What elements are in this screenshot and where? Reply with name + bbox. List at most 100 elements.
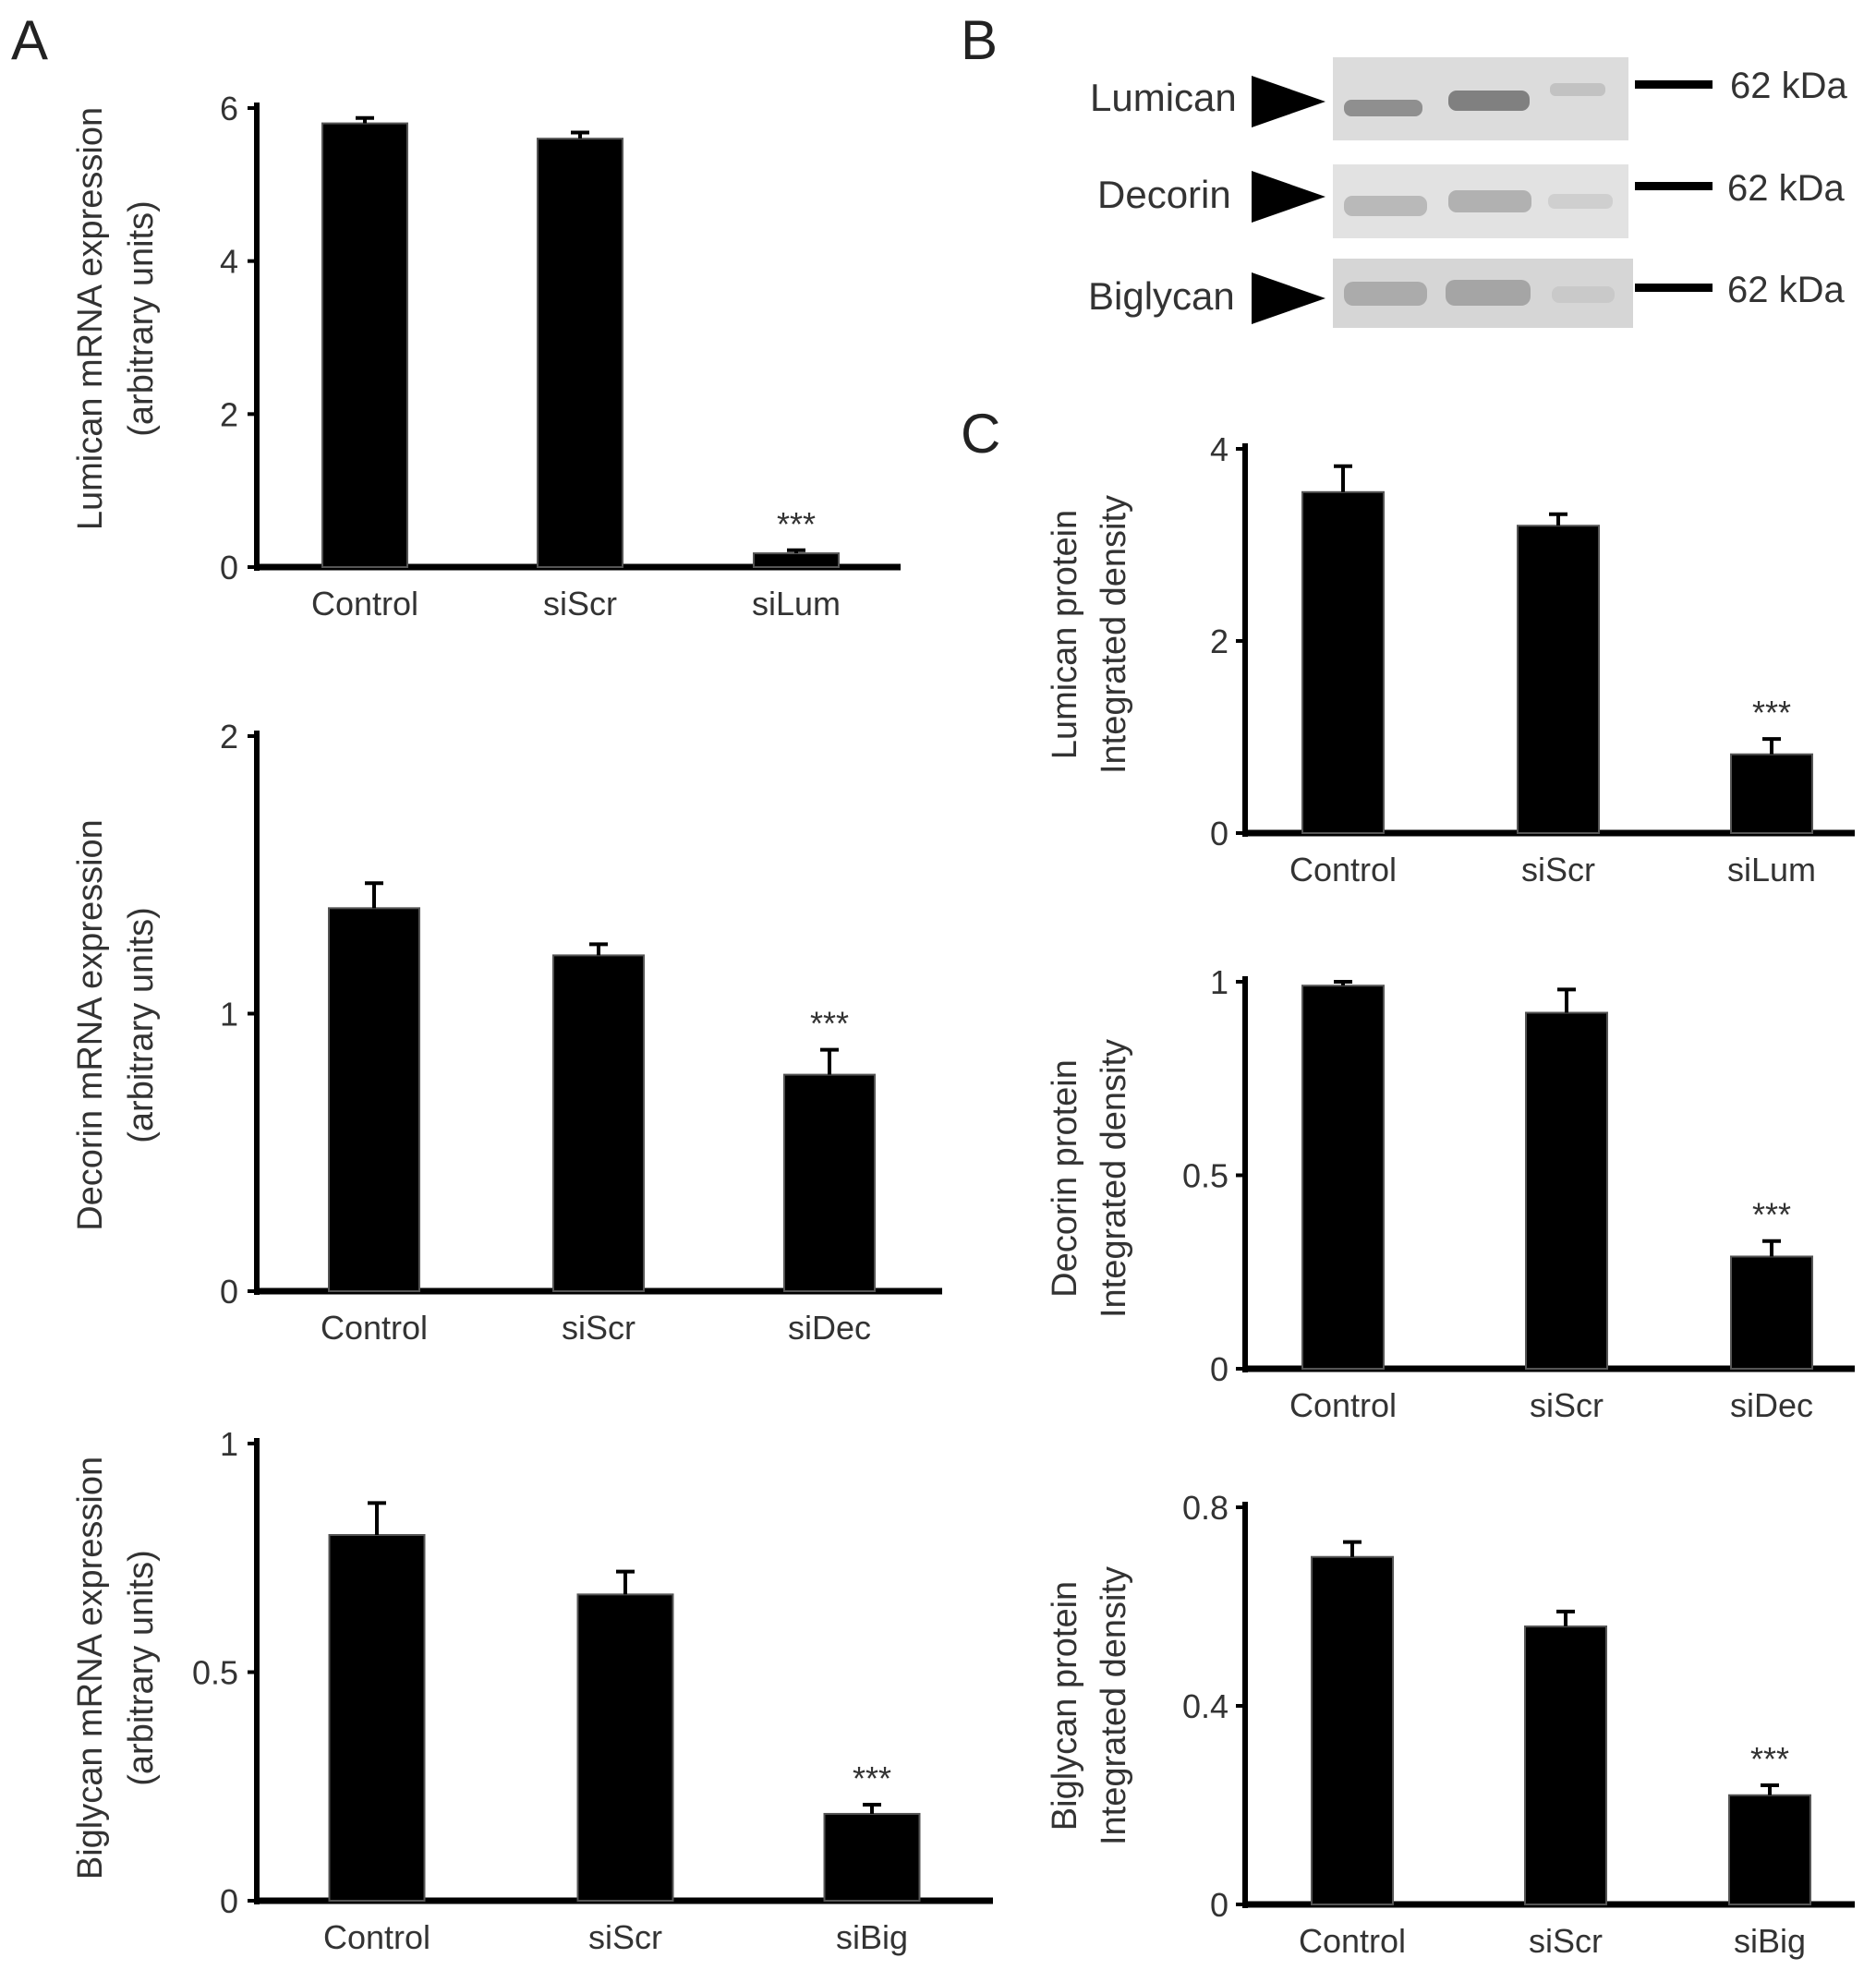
y-tick-label: 6 [220,90,238,127]
y-axis-label: (arbitrary units) [122,907,161,1143]
y-tick-label: 1 [220,1425,238,1463]
significance-marker: *** [810,1005,849,1043]
significance-marker: *** [1752,694,1791,731]
category-label: siDec [788,1309,871,1347]
bar [321,122,408,568]
y-tick-label: 2 [220,718,238,755]
marker-line [1635,284,1713,292]
bar [552,954,645,1293]
blot-band [1344,100,1422,116]
bar [328,1534,426,1902]
chart-biglycan-mrna: 0 0.5 1 Control siScr siBig *** Biglycan mRNA e… [71,1425,993,1956]
bar [1728,1794,1811,1905]
chart-lumican-mrna: 0 2 4 6 Control siScr siLum *** Lumican mRNA exp… [71,90,901,622]
bar [537,138,623,568]
bar [1301,490,1385,834]
blot-band [1552,286,1615,303]
blot-row-biglycan: Biglycan 62 kDa [1088,259,1845,328]
chart-decorin-protein: 0 0.5 1 Control siScr siDec *** Decorin protein… [1046,963,1855,1424]
bar [1517,525,1600,834]
y-tick-label: 1 [220,996,238,1033]
blot-band [1448,91,1530,111]
marker-label: 62 kDa [1727,270,1845,310]
category-label: Control [323,1918,430,1956]
bar [783,1073,876,1292]
blot-label-biglycan: Biglycan [1088,274,1235,318]
panel-letter-b: B [961,9,998,71]
y-tick-label: 0.4 [1182,1687,1228,1725]
significance-marker: *** [853,1759,891,1797]
bar [1730,753,1813,834]
marker-label: 62 kDa [1727,168,1845,209]
bar [753,552,840,569]
y-axis-label: Biglycan mRNA expression [71,1456,110,1879]
y-axis-label: Decorin protein [1046,1059,1084,1298]
bar [1524,1626,1607,1905]
category-label: siScr [562,1309,635,1347]
y-axis-label: Integrated density [1095,495,1133,774]
bar [328,907,420,1292]
significance-marker: *** [1750,1740,1789,1778]
marker-line [1635,80,1713,89]
category-label: siLum [1727,851,1816,888]
category-label: siScr [1530,1386,1604,1424]
y-tick-label: 4 [220,243,238,281]
blot-band [1550,83,1605,96]
category-label: Control [1289,851,1397,888]
arrowhead-icon [1252,76,1325,127]
blot-band [1446,280,1531,306]
y-tick-label: 0 [1210,1886,1228,1924]
y-tick-label: 0 [1210,1350,1228,1388]
blot-band [1344,282,1427,306]
category-label: siScr [588,1918,662,1956]
blot-label-lumican: Lumican [1090,76,1237,119]
y-tick-label: 0.8 [1182,1489,1228,1527]
category-label: siLum [752,585,841,622]
chart-lumican-protein: 0 2 4 Control siScr siLum *** Lumican protein In… [1046,430,1855,888]
y-tick-label: 0 [220,1882,238,1920]
y-tick-label: 2 [220,395,238,433]
y-axis-label: Lumican mRNA expression [71,107,110,530]
blot-row-lumican: Lumican 62 kDa [1090,57,1847,140]
y-tick-label: 0 [1210,815,1228,852]
chart-decorin-mrna: 0 1 2 Control siScr siDec *** Decorin mRNA expr… [71,718,942,1347]
y-tick-label: 0.5 [192,1654,238,1692]
category-label: Control [321,1309,428,1347]
category-label: siDec [1730,1386,1813,1424]
marker-line [1635,182,1713,190]
y-tick-label: 0 [220,1273,238,1311]
category-label: siScr [1521,851,1595,888]
chart-biglycan-protein: 0 0.4 0.8 Control siScr siBig *** Biglycan prot… [1046,1489,1855,1960]
category-label: Control [1289,1386,1397,1424]
bar [1730,1255,1813,1370]
significance-marker: *** [1752,1196,1791,1234]
y-axis-label: Decorin mRNA expression [71,819,110,1231]
y-tick-label: 1 [1210,963,1228,1001]
y-tick-label: 0 [220,549,238,586]
category-label: siScr [543,585,617,622]
category-label: siBig [836,1918,908,1956]
category-label: Control [1299,1922,1406,1960]
bar [1525,1011,1608,1371]
blot-band [1548,194,1613,209]
bar [1301,985,1385,1370]
y-axis-label: Lumican protein [1046,510,1084,759]
panel-letter-c: C [961,403,1000,465]
y-tick-label: 0.5 [1182,1157,1228,1195]
y-axis-label: (arbitrary units) [122,200,161,437]
blot-band [1448,190,1531,212]
bar [1311,1555,1394,1905]
y-axis-label: Integrated density [1095,1566,1133,1845]
blot-band [1344,196,1427,216]
western-blot-panel: Lumican 62 kDa Decorin 62 kDa Biglycan [1088,57,1847,328]
marker-label: 62 kDa [1730,66,1847,106]
bar [576,1593,674,1902]
category-label: Control [311,585,418,622]
arrowhead-icon [1252,171,1325,223]
arrowhead-icon [1252,272,1325,324]
category-label: siBig [1734,1922,1806,1960]
blot-row-decorin: Decorin 62 kDa [1097,164,1845,238]
y-axis-label: Biglycan protein [1046,1581,1084,1831]
y-axis-label: (arbitrary units) [122,1550,161,1786]
